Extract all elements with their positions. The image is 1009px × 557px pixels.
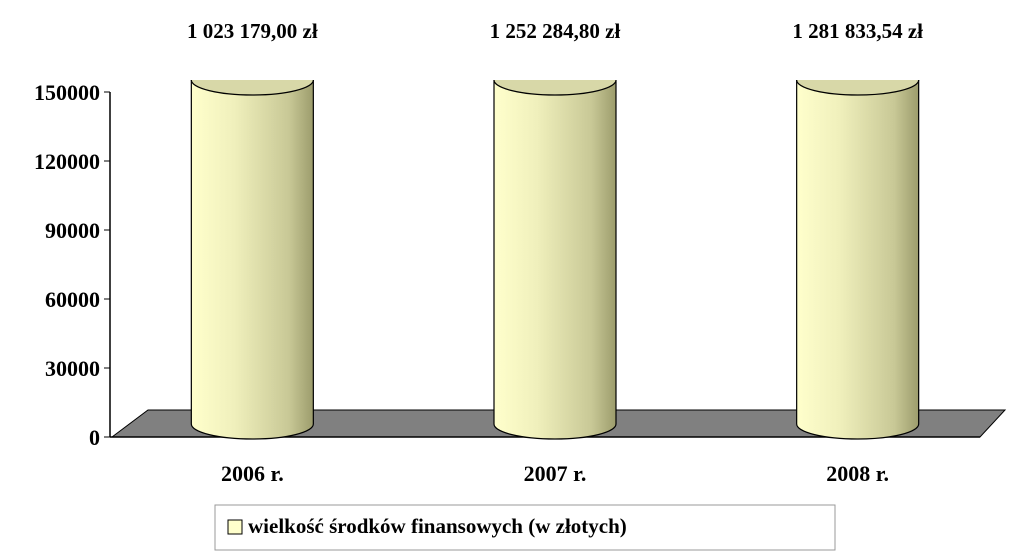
y-tick-label: 30000: [45, 356, 100, 381]
y-tick-label: 60000: [45, 287, 100, 312]
cylinder-top: [190, 80, 314, 96]
y-tick-label: 0: [89, 425, 100, 450]
y-tick-label: 150000: [34, 80, 100, 105]
legend-swatch: [227, 519, 243, 535]
y-tick-label: 120000: [34, 149, 100, 174]
cylinder-body: [796, 80, 920, 440]
x-tick-label: 2008 r.: [826, 461, 889, 486]
value-label: 1 252 284,80 zł: [490, 19, 621, 43]
cylinder-body: [493, 80, 617, 440]
cylinder-top: [796, 80, 920, 96]
bar: [190, 80, 314, 440]
x-tick-label: 2007 r.: [524, 461, 587, 486]
bar: [493, 80, 617, 440]
value-label: 1 023 179,00 zł: [187, 19, 318, 43]
legend: [214, 504, 836, 551]
legend-label: wielkość środków finansowych (w złotych): [248, 514, 627, 538]
x-tick-label: 2006 r.: [221, 461, 284, 486]
value-label: 1 281 833,54 zł: [792, 19, 923, 43]
y-tick-label: 90000: [45, 218, 100, 243]
cylinder-top: [493, 80, 617, 96]
bar: [796, 80, 920, 440]
cylinder-body: [190, 80, 314, 440]
